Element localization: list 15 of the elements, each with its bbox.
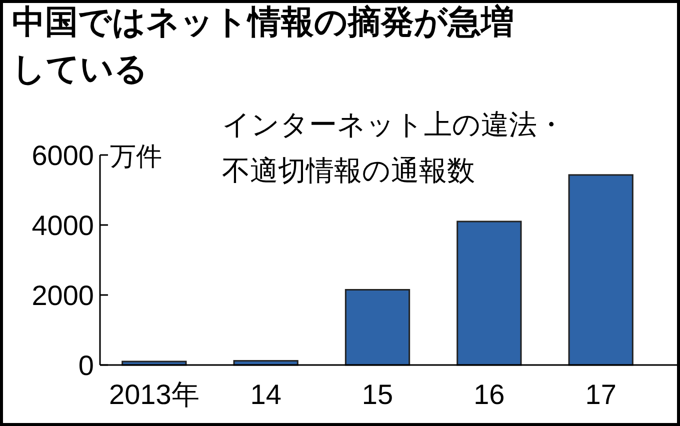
y-tick-label: 0 [78, 350, 94, 381]
y-tick-label: 4000 [32, 210, 94, 241]
chart-title: 中国ではネット情報の摘発が急増している [12, 3, 514, 87]
bar [456, 220, 522, 366]
bar [344, 289, 410, 366]
y-tick-label: 2000 [32, 280, 94, 311]
x-tick-label: 15 [362, 379, 394, 410]
bar [568, 174, 634, 366]
x-tick-label: 17 [585, 379, 616, 410]
y-tick-label: 6000 [32, 140, 94, 171]
x-tick-label: 2013年 [109, 379, 200, 410]
y-axis-title: 万件 [110, 141, 162, 171]
x-tick-label: 14 [250, 379, 282, 410]
x-tick-label: 16 [474, 379, 505, 410]
chart-subtitle: インターネット上の違法・不適切情報の通報数 [222, 109, 565, 186]
